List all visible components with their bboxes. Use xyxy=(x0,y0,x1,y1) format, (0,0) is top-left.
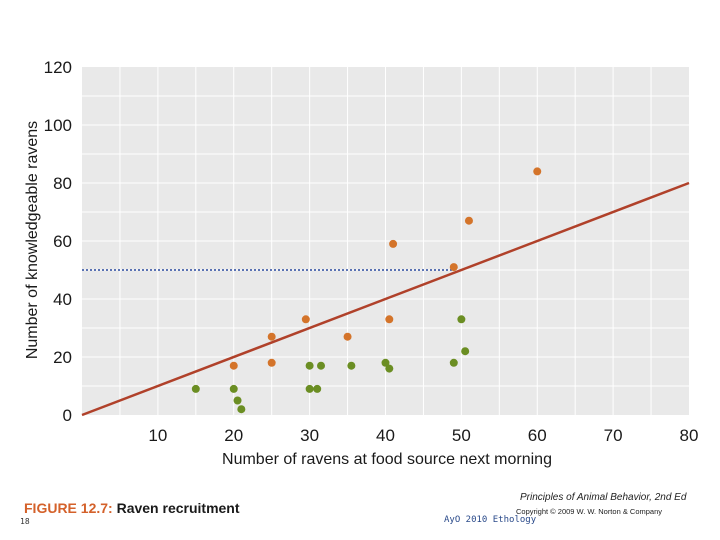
data-point-orange xyxy=(389,239,398,248)
data-point-orange xyxy=(533,167,542,176)
figure-caption: FIGURE 12.7: Raven recruitment xyxy=(24,500,240,516)
y-tick-label: 80 xyxy=(53,174,72,193)
book-title: Principles of Animal Behavior, 2nd Ed xyxy=(520,492,687,503)
data-point-orange xyxy=(267,332,276,341)
x-tick-label: 70 xyxy=(604,426,623,445)
data-point-green xyxy=(385,364,394,373)
x-axis-label: Number of ravens at food source next mor… xyxy=(222,451,552,468)
x-tick-label: 60 xyxy=(528,426,547,445)
y-tick-label: 100 xyxy=(44,116,72,135)
data-point-orange xyxy=(385,315,394,324)
data-point-green xyxy=(347,361,356,370)
x-tick-label: 40 xyxy=(376,426,395,445)
data-point-green xyxy=(313,384,322,393)
x-tick-label: 10 xyxy=(148,426,167,445)
data-point-green xyxy=(229,384,238,393)
y-tick-label: 20 xyxy=(53,348,72,367)
data-point-green xyxy=(461,347,470,356)
y-tick-label: 60 xyxy=(53,232,72,251)
copyright-notice: Copyright © 2009 W. W. Norton & Company xyxy=(516,507,663,516)
y-tick-label: 0 xyxy=(63,406,72,425)
data-point-green xyxy=(305,361,314,370)
x-tick-label: 20 xyxy=(224,426,243,445)
course-label: AyO 2010 Ethology xyxy=(444,515,537,525)
data-point-green xyxy=(191,384,200,393)
regression-line xyxy=(81,181,690,417)
data-point-orange xyxy=(343,332,352,341)
data-point-green xyxy=(381,358,390,367)
data-point-orange xyxy=(229,361,238,370)
data-point-green xyxy=(237,405,246,414)
figure-number: FIGURE 12.7: xyxy=(24,500,113,516)
y-tick-label: 120 xyxy=(44,58,72,77)
data-point-orange xyxy=(267,358,276,367)
y-axis-label: Number of knowledgeable ravens xyxy=(24,121,41,359)
y-tick-label: 40 xyxy=(53,290,72,309)
data-point-green xyxy=(305,384,314,393)
data-point-orange xyxy=(449,263,458,272)
x-tick-label: 50 xyxy=(452,426,471,445)
data-point-green xyxy=(233,396,242,405)
figure-title: Raven recruitment xyxy=(112,500,240,516)
data-point-green xyxy=(449,358,458,367)
raven-scatter-chart: 10 20 30 40 50 60 70 80 0 20 40 60 80 100 120 Number … xyxy=(24,58,699,468)
x-tick-label: 30 xyxy=(300,426,319,445)
data-point-green xyxy=(457,315,466,324)
slide-number: 18 xyxy=(20,517,30,526)
data-point-orange xyxy=(301,315,310,324)
data-point-orange xyxy=(464,216,473,225)
x-tick-label: 80 xyxy=(680,426,699,445)
data-point-green xyxy=(317,361,326,370)
